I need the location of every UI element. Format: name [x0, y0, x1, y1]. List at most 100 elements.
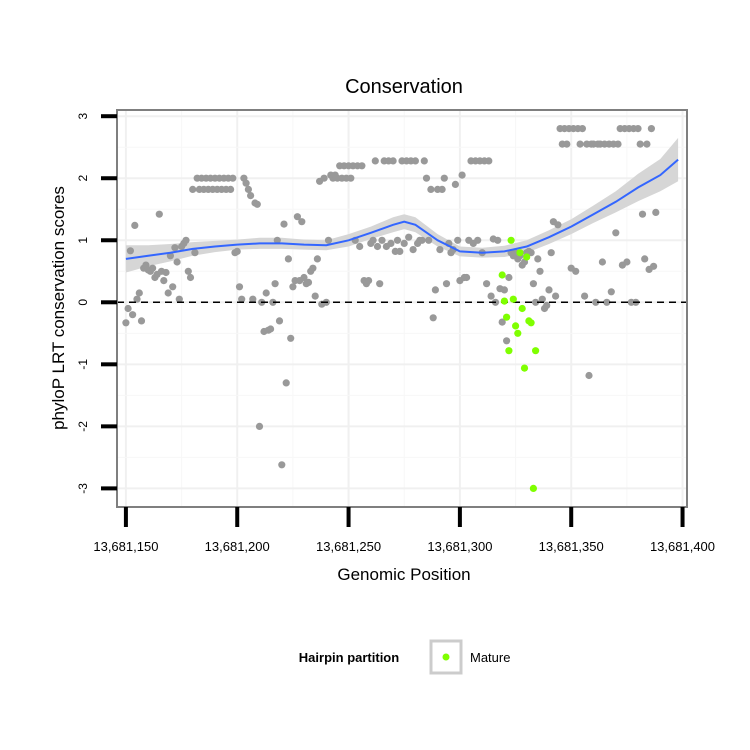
y-tick-label: 0 [76, 299, 90, 306]
point-other [643, 140, 651, 148]
point-other [122, 319, 130, 327]
smooth-curve [125, 158, 679, 260]
point-other [160, 277, 168, 285]
point-mature [507, 236, 515, 244]
point-other [440, 174, 448, 182]
point-other [267, 325, 275, 333]
point-other [585, 371, 593, 380]
point-other [131, 221, 139, 229]
panel-background [117, 110, 687, 507]
point-other [536, 267, 544, 275]
point-other [576, 140, 584, 148]
point-mature [518, 304, 526, 313]
point-other [442, 280, 451, 288]
point-other [309, 264, 317, 272]
point-mature [498, 271, 506, 279]
point-other [578, 125, 587, 133]
point-mature [523, 253, 531, 261]
point-other [572, 267, 580, 275]
point-other [293, 213, 301, 221]
point-other [284, 255, 292, 263]
point-other [498, 318, 506, 326]
point-other [451, 180, 459, 188]
legend-label-mature: Mature [470, 650, 510, 665]
points-other-layer [122, 125, 660, 469]
y-axis-label: phyloP LRT conservation scores [49, 186, 68, 430]
point-other [650, 262, 658, 270]
point-other [638, 210, 647, 218]
point-other [282, 379, 290, 387]
point-other [287, 334, 295, 342]
point-other [636, 140, 644, 148]
point-other [233, 247, 241, 255]
y-tick-label: -1 [76, 359, 90, 370]
point-other [487, 292, 495, 300]
point-other [271, 280, 279, 288]
point-other [500, 286, 508, 294]
point-other [247, 192, 255, 200]
y-tick-label: 1 [76, 237, 90, 244]
point-other [422, 174, 431, 182]
point-other [358, 162, 366, 170]
point-other [454, 236, 462, 244]
point-other [592, 298, 600, 306]
point-other [173, 258, 181, 266]
point-other [409, 246, 417, 254]
point-other [269, 298, 277, 306]
point-mature [511, 322, 520, 330]
point-other [563, 140, 571, 148]
y-tick-label: -3 [76, 483, 90, 494]
x-tick-label: 13,681,200 [205, 539, 270, 554]
point-other [418, 236, 426, 244]
confidence-ribbon [125, 137, 679, 273]
point-other [155, 210, 163, 218]
point-other [545, 286, 553, 294]
point-other [581, 292, 589, 300]
point-other [393, 236, 402, 244]
confidence-ribbon-layer [125, 137, 679, 273]
point-mature [520, 364, 529, 372]
point-other [235, 283, 244, 291]
point-other [255, 422, 264, 430]
x-axis-label: Genomic Position [337, 565, 470, 584]
point-other [641, 255, 649, 263]
point-other [483, 280, 491, 288]
plot-panel [116, 109, 688, 508]
point-other [463, 273, 471, 282]
point-other [356, 242, 364, 251]
point-other [425, 236, 433, 244]
point-other [534, 255, 542, 263]
legend-key-mature [442, 653, 450, 661]
point-other [387, 239, 395, 247]
x-tick-label: 13,681,300 [427, 539, 492, 554]
point-other [634, 125, 642, 133]
point-other [253, 200, 261, 208]
point-other [289, 283, 297, 291]
point-other [184, 267, 192, 275]
point-other [242, 179, 250, 187]
x-tick-label: 13,681,250 [316, 539, 381, 554]
x-tick-label: 13,681,400 [650, 539, 715, 554]
point-other [244, 185, 252, 193]
point-other [311, 292, 319, 300]
point-other [149, 264, 157, 272]
point-other [182, 236, 190, 244]
y-tick-label: -2 [76, 421, 90, 432]
point-mature [516, 249, 524, 257]
point-other [623, 258, 631, 266]
point-other [505, 273, 513, 282]
point-mature [529, 484, 538, 492]
point-other [262, 289, 270, 297]
point-other [405, 233, 413, 241]
smooth-curve-layer [125, 158, 679, 260]
point-other [369, 236, 377, 244]
point-other [494, 236, 502, 244]
point-other [503, 337, 511, 345]
point-mature [509, 295, 517, 303]
point-other [278, 461, 286, 469]
point-other [373, 242, 382, 251]
point-other [554, 221, 562, 229]
legend: Hairpin partition Mature [299, 639, 510, 675]
y-axis: -3 -2 -1 0 1 2 3 [76, 113, 117, 494]
